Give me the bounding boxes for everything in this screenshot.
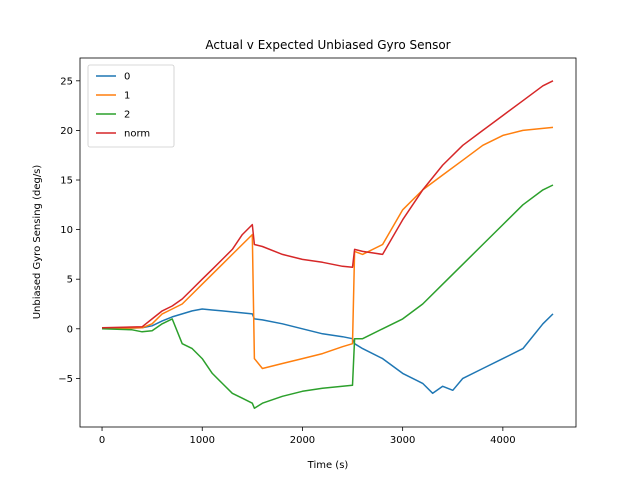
legend-box	[87, 64, 175, 148]
chart-title: Actual v Expected Unbiased Gyro Sensor	[205, 38, 450, 52]
x-tick-label: 1000	[190, 435, 215, 446]
x-axis: 0 1000 2000 3000 4000	[99, 427, 516, 446]
series-line-1	[101, 126, 554, 370]
legend-label-2: 2	[124, 110, 130, 121]
legend-label-1: 1	[124, 91, 130, 102]
y-axis-label: Unbiased Gyro Sensing (deg/s)	[32, 165, 43, 320]
legend-label-norm: norm	[124, 129, 150, 140]
x-tick-label: 0	[99, 435, 105, 446]
x-tick-label: 2000	[290, 435, 315, 446]
y-axis: −5 0 5 10 15 20 25	[58, 76, 80, 385]
series-line-norm	[101, 80, 554, 329]
series-line-2	[101, 184, 554, 409]
series-line-0	[101, 308, 554, 395]
legend: 0 1 2 norm	[87, 64, 175, 148]
y-tick-label: 15	[60, 176, 73, 187]
legend-label-0: 0	[124, 72, 130, 83]
x-axis-label: Time (s)	[307, 460, 349, 471]
y-tick-label: 10	[60, 225, 73, 236]
axes-frame	[79, 57, 577, 428]
y-tick-label: 25	[60, 76, 73, 87]
x-tick-label: 4000	[490, 435, 515, 446]
y-tick-label: 5	[67, 275, 73, 286]
y-tick-label: −5	[58, 374, 73, 385]
y-tick-label: 0	[67, 324, 73, 335]
plot-area	[101, 80, 554, 409]
x-tick-label: 3000	[390, 435, 415, 446]
y-tick-label: 20	[60, 126, 73, 137]
